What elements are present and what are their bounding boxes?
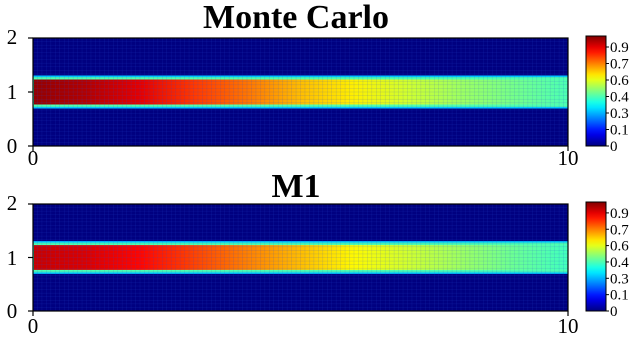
x-tick-label: 10: [558, 146, 579, 170]
x-tick-label: 10: [558, 314, 579, 338]
heatmap-band: [34, 245, 567, 270]
axes: [28, 203, 569, 316]
colorbar-tick-label: 0.75: [610, 57, 629, 73]
heatmap-plot-area: [33, 38, 568, 146]
heatmap-band: [34, 79, 567, 105]
colorbar-tick-label: 0.75: [610, 222, 629, 238]
colorbar-tick-label: 0.6: [610, 239, 629, 255]
colorbar: 00.150.30.450.60.750.9: [585, 35, 629, 155]
y-tick-label: 1: [7, 80, 18, 104]
y-tick-label: 2: [7, 191, 18, 215]
mesh-lines: [32, 203, 569, 312]
colorbar-tick-label: 0.3: [610, 271, 629, 287]
panel-m1: M1 2 1 0 0 10 00.150.30.450.60.750.9: [7, 168, 629, 338]
colorbar-tick-label: 0.15: [610, 288, 629, 304]
y-tick-label: 0: [7, 299, 18, 323]
mesh-lines: [32, 37, 569, 147]
colorbar: 00.150.30.450.60.750.9: [585, 201, 629, 320]
colorbar-scale: [585, 35, 607, 147]
colorbar-scale: [585, 201, 607, 312]
panel-monte-carlo: Monte Carlo 2 1 0 0 10 00.150.30.450.60.…: [7, 0, 629, 170]
y-tick-label: 0: [7, 134, 18, 158]
axes: [28, 37, 569, 151]
colorbar-tick-label: 0.3: [610, 106, 629, 122]
colorbar-tick-label: 0.45: [610, 90, 629, 106]
colorbar-tick-label: 0.15: [610, 123, 629, 139]
colorbar-tick-label: 0: [610, 139, 618, 155]
x-tick-label: 0: [28, 314, 39, 338]
colorbar-tick-label: 0.9: [610, 206, 629, 222]
colorbar-tick-label: 0.9: [610, 40, 629, 56]
chart-title: M1: [271, 168, 320, 205]
mesh-grid: [32, 203, 569, 312]
mesh-grid: [32, 37, 569, 147]
colorbar-tick-label: 0: [610, 304, 618, 320]
chart-title: Monte Carlo: [203, 0, 389, 36]
colorbar-tick-label: 0.6: [610, 73, 629, 89]
x-tick-label: 0: [28, 146, 39, 170]
y-tick-label: 1: [7, 246, 18, 270]
colorbar-tick-label: 0.45: [610, 255, 629, 271]
heatmap-plot-area: [33, 204, 568, 311]
y-tick-label: 2: [7, 25, 18, 49]
